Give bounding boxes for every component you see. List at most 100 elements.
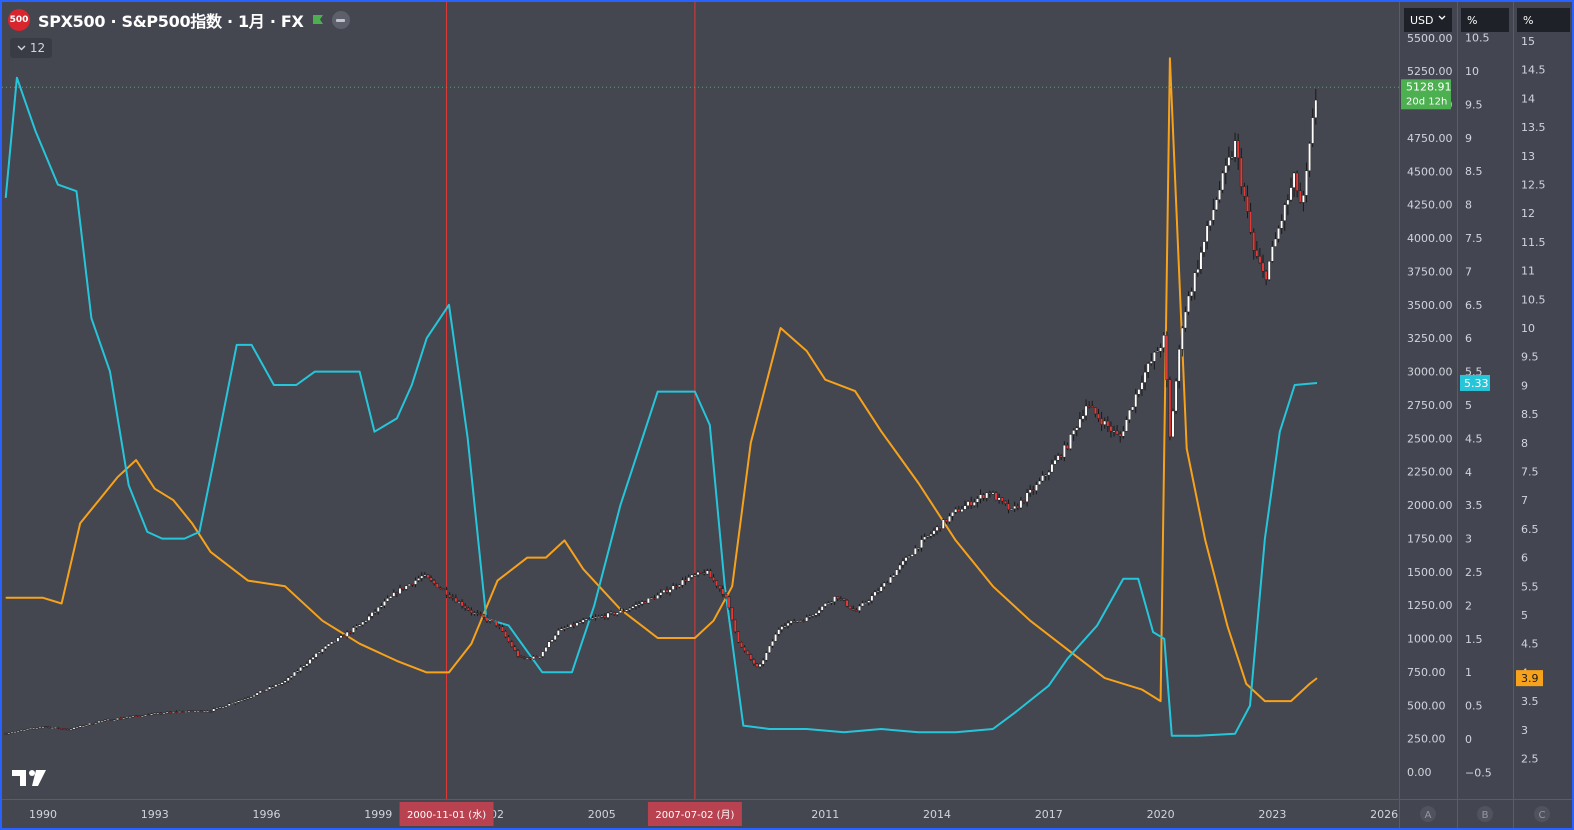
scale-a-tick: 2000.00 xyxy=(1407,499,1453,512)
candle xyxy=(662,589,666,593)
scale-b-button[interactable] xyxy=(1477,806,1493,822)
crosshair-date-label: 2007-07-02 (月) xyxy=(655,809,734,821)
candle xyxy=(255,692,259,696)
scale-c-tick: 12 xyxy=(1521,207,1535,220)
candle xyxy=(786,622,790,627)
candle xyxy=(1056,455,1060,461)
candle xyxy=(839,598,843,600)
candle xyxy=(882,582,886,587)
candle xyxy=(696,572,700,575)
candle xyxy=(1270,246,1274,262)
scale-c-tick: 6 xyxy=(1521,552,1528,565)
candle xyxy=(619,610,622,614)
candle xyxy=(870,595,874,601)
tradingview-logo[interactable] xyxy=(12,768,48,788)
candle xyxy=(501,626,504,632)
candle xyxy=(628,608,632,611)
candle xyxy=(519,656,523,658)
candle xyxy=(851,608,855,611)
candle xyxy=(783,625,787,628)
candle xyxy=(1264,270,1268,280)
candle xyxy=(280,682,284,685)
candle xyxy=(41,726,45,728)
candle xyxy=(1280,220,1284,229)
orange-value-tag-label: 3.9 xyxy=(1521,672,1539,685)
scale-a-button[interactable] xyxy=(1420,806,1436,822)
candle xyxy=(1003,500,1007,504)
candle xyxy=(246,697,250,700)
candle xyxy=(948,515,951,523)
scale-a-tick: 1500.00 xyxy=(1407,566,1453,579)
candle xyxy=(206,710,209,713)
candle xyxy=(116,718,119,720)
scale-c-unit-label: % xyxy=(1523,13,1534,27)
currency-select[interactable]: USD xyxy=(1404,8,1452,32)
candle xyxy=(268,686,272,690)
candle xyxy=(277,684,281,686)
candle xyxy=(1165,335,1169,380)
candle xyxy=(752,659,756,665)
candle xyxy=(1168,379,1172,438)
candle xyxy=(234,701,237,704)
candle xyxy=(712,576,715,581)
candle xyxy=(1190,291,1194,297)
scale-b-tick: 2 xyxy=(1465,599,1472,612)
candle xyxy=(1255,250,1259,257)
scale-c-button-label: C xyxy=(1539,810,1546,821)
x-axis-label: 2005 xyxy=(588,808,616,821)
candle xyxy=(528,657,532,660)
candle xyxy=(488,619,492,622)
candle xyxy=(379,605,383,608)
candle xyxy=(1047,471,1051,476)
scale-c-button[interactable] xyxy=(1534,806,1550,822)
scale-b-unit[interactable]: % xyxy=(1461,8,1509,32)
scale-a-tick: 4250.00 xyxy=(1407,199,1453,212)
candle xyxy=(97,720,101,723)
candle xyxy=(193,710,197,713)
flag-icon[interactable] xyxy=(312,14,324,26)
candle xyxy=(1025,492,1029,502)
scale-c-unit[interactable]: % xyxy=(1517,8,1570,32)
candle xyxy=(1277,228,1280,240)
candle xyxy=(802,620,805,622)
candle xyxy=(1041,475,1045,482)
candle xyxy=(1128,409,1131,420)
candle xyxy=(227,703,231,706)
candle xyxy=(44,726,48,728)
x-axis-label: 2026 xyxy=(1370,808,1398,821)
scale-c-tick: 5 xyxy=(1521,609,1528,622)
scale-c-tick: 15 xyxy=(1521,35,1535,48)
candle xyxy=(392,592,396,597)
candle xyxy=(1239,157,1243,187)
x-axis-label: 1996 xyxy=(252,808,280,821)
candle xyxy=(727,596,731,609)
candle xyxy=(1000,497,1004,502)
scale-a-tick: 3000.00 xyxy=(1407,366,1453,379)
candle xyxy=(386,598,389,602)
scale-b-tick: 0 xyxy=(1465,733,1472,746)
candle xyxy=(736,631,740,643)
candle xyxy=(1242,186,1246,197)
hide-icon[interactable] xyxy=(331,11,350,29)
candle xyxy=(448,594,452,598)
candle xyxy=(525,657,529,659)
candle xyxy=(740,641,743,648)
chevron-down-icon xyxy=(17,45,26,51)
symbol-title[interactable]: SPX500 · S&P500指数 · 1月 · FX xyxy=(38,12,304,31)
scale-c-tick: 9 xyxy=(1521,379,1528,392)
candle xyxy=(758,664,762,667)
candle xyxy=(892,575,895,578)
candle xyxy=(50,727,54,729)
candle xyxy=(951,512,954,517)
scale-b-tick: 10.5 xyxy=(1465,32,1490,45)
candle xyxy=(13,731,17,733)
candle xyxy=(643,601,647,604)
indicator-collapse-button[interactable]: 12 xyxy=(10,38,52,58)
candle xyxy=(671,585,675,590)
candle xyxy=(373,611,377,613)
scale-c-tick: 8 xyxy=(1521,437,1528,450)
candle xyxy=(665,589,669,593)
candle xyxy=(274,684,278,687)
candle xyxy=(168,711,172,714)
